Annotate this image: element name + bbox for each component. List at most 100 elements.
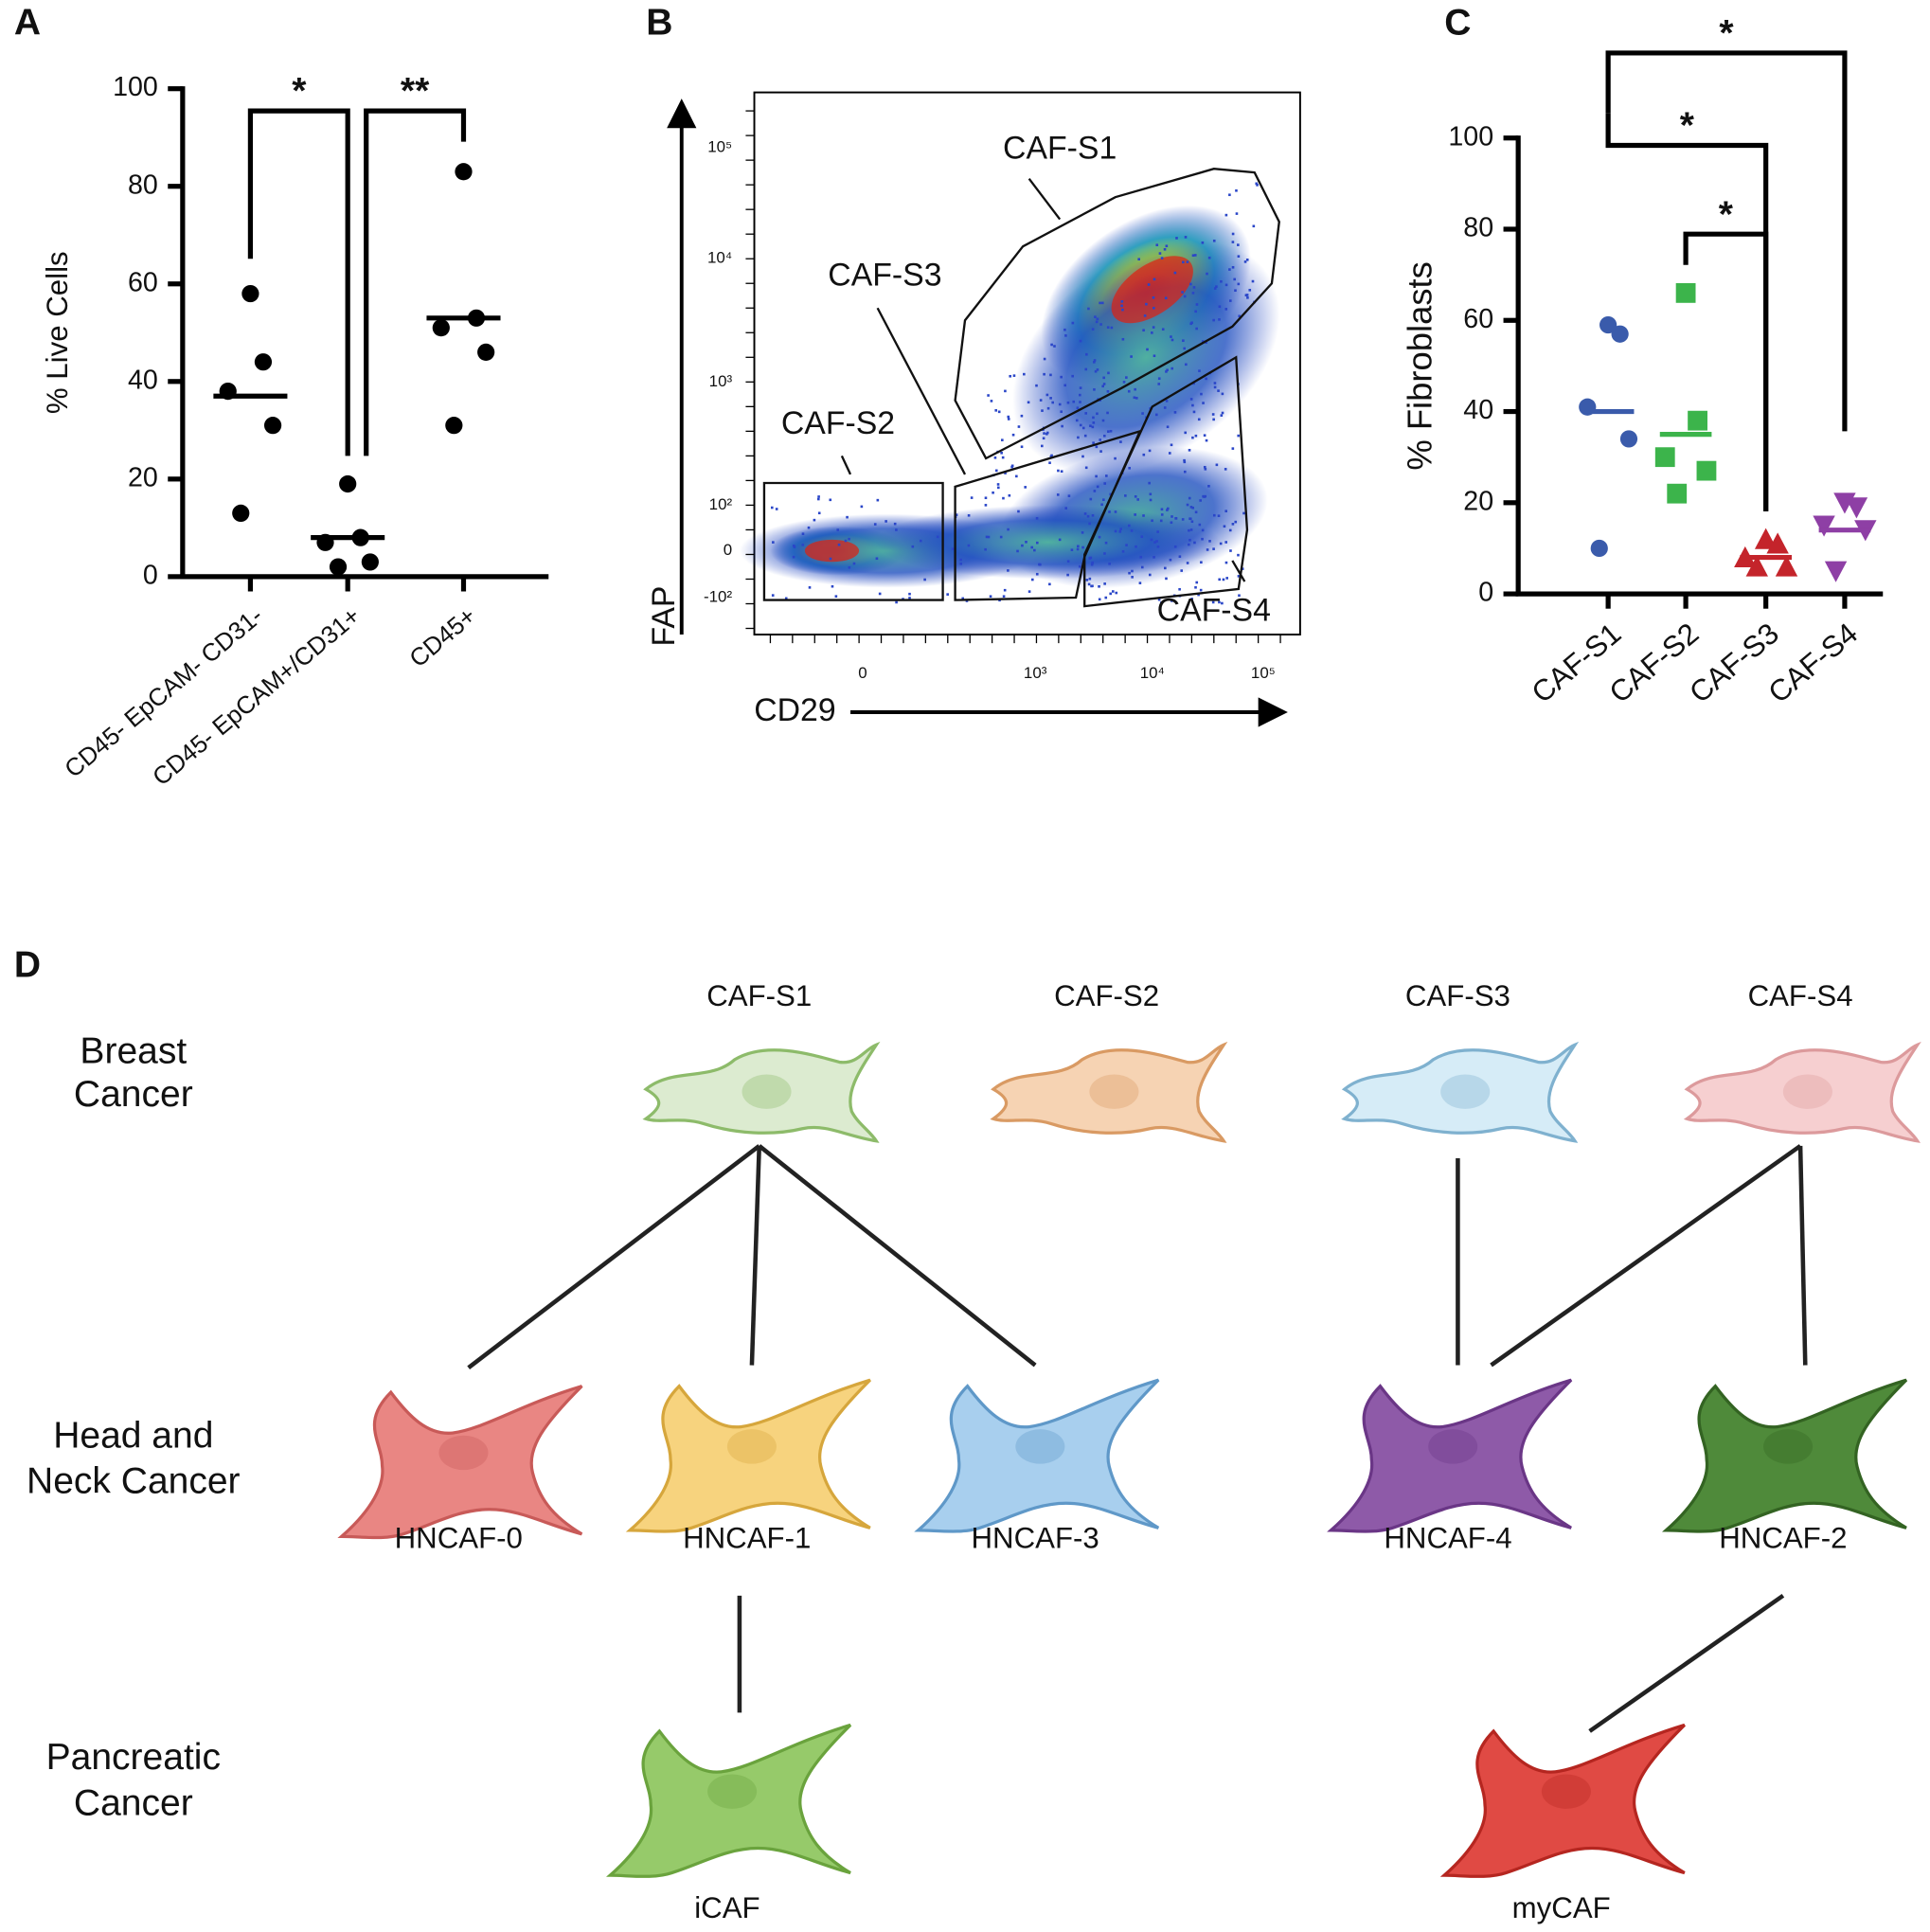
density-dot bbox=[1202, 402, 1205, 404]
density-dot bbox=[775, 508, 778, 510]
density-dot bbox=[1091, 562, 1094, 564]
density-dot bbox=[801, 532, 805, 535]
density-dot bbox=[1160, 508, 1164, 511]
density-dot bbox=[1084, 367, 1088, 371]
density-dot bbox=[1120, 304, 1123, 308]
gate bbox=[762, 481, 944, 601]
x-axis-label: CD29 bbox=[754, 692, 835, 728]
row-label: Head and bbox=[53, 1416, 213, 1457]
density-dot bbox=[1256, 184, 1259, 187]
density-dot bbox=[984, 496, 988, 500]
density-dot bbox=[1225, 577, 1229, 580]
density-dot bbox=[1101, 301, 1104, 305]
density-dot bbox=[848, 565, 851, 569]
density-dot bbox=[1053, 345, 1056, 348]
density-dot bbox=[1142, 514, 1145, 517]
density-dot bbox=[1228, 193, 1231, 197]
density-dot bbox=[1186, 503, 1189, 507]
density-dot bbox=[1120, 300, 1124, 303]
density-dot bbox=[919, 539, 922, 543]
density-dot bbox=[923, 578, 926, 581]
density-dot bbox=[1111, 590, 1115, 593]
density-dot bbox=[1020, 414, 1024, 418]
density-dot bbox=[1081, 455, 1084, 458]
point bbox=[254, 353, 273, 371]
density-dot bbox=[1093, 359, 1097, 362]
density-dot bbox=[1242, 511, 1245, 515]
row-label: Neck Cancer bbox=[27, 1461, 241, 1502]
density-dot bbox=[1066, 560, 1070, 563]
significance-bracket bbox=[1605, 50, 1848, 432]
density-dot bbox=[1127, 524, 1131, 528]
density-dot bbox=[1045, 393, 1049, 397]
density-dot bbox=[1004, 389, 1007, 393]
point bbox=[1745, 555, 1769, 577]
density-dot bbox=[1193, 254, 1197, 257]
density-dot bbox=[1090, 563, 1094, 566]
density-dot bbox=[908, 597, 911, 599]
point bbox=[1775, 555, 1798, 577]
row-label: Breast bbox=[80, 1031, 187, 1072]
density-dot bbox=[1186, 562, 1189, 564]
density-dot bbox=[1051, 401, 1054, 404]
density-dot bbox=[1078, 564, 1081, 568]
cell bbox=[1341, 1041, 1580, 1143]
y-tick-label: -10² bbox=[704, 587, 732, 605]
density-dot bbox=[1061, 424, 1063, 428]
density-dot bbox=[1231, 241, 1235, 243]
density-dot bbox=[1088, 577, 1092, 581]
density-dot bbox=[1142, 329, 1145, 331]
density-dot bbox=[1042, 437, 1045, 440]
density-dot bbox=[1081, 531, 1084, 534]
density-dot bbox=[1012, 374, 1016, 377]
density-dot bbox=[1118, 530, 1122, 533]
y-tick-label: 10⁵ bbox=[707, 138, 732, 156]
x-tick-label: CD45+ bbox=[403, 601, 481, 673]
density-dot bbox=[984, 547, 987, 551]
density-dot bbox=[1218, 578, 1221, 581]
point bbox=[1611, 325, 1629, 343]
density-dot bbox=[1060, 375, 1063, 379]
density-dot bbox=[1160, 513, 1164, 516]
y-tick-label: 10⁴ bbox=[707, 249, 732, 267]
density-dot bbox=[1105, 474, 1108, 477]
density-dot bbox=[1255, 182, 1259, 186]
gate-pointer bbox=[1231, 560, 1246, 582]
density-dot bbox=[1237, 243, 1240, 246]
density-dot bbox=[951, 547, 955, 550]
density-dot bbox=[1085, 352, 1088, 356]
node-label: HNCAF-1 bbox=[683, 1522, 811, 1555]
density-dot bbox=[1017, 425, 1021, 428]
density-dot bbox=[1170, 335, 1172, 338]
density-dot bbox=[1166, 368, 1169, 372]
density-dot bbox=[1189, 528, 1193, 531]
node-label: CAF-S4 bbox=[1748, 979, 1853, 1012]
density-dot bbox=[1156, 530, 1159, 533]
density-dot bbox=[1091, 425, 1095, 429]
density-dot bbox=[1083, 434, 1087, 438]
density-dot bbox=[967, 514, 971, 517]
cell-nucleus bbox=[1089, 1074, 1139, 1109]
edge bbox=[758, 1144, 1037, 1368]
density-dot bbox=[1200, 561, 1203, 564]
density-dot bbox=[1048, 461, 1051, 465]
point bbox=[1599, 315, 1617, 334]
density-dot bbox=[1208, 540, 1211, 543]
density-dot bbox=[1165, 370, 1168, 373]
density-dot bbox=[807, 526, 811, 529]
density-dot bbox=[1096, 412, 1099, 416]
density-dot bbox=[844, 539, 848, 543]
density-dot bbox=[959, 558, 962, 562]
density-dot bbox=[1221, 601, 1224, 605]
density-dot bbox=[1136, 498, 1139, 501]
density-dot bbox=[1229, 549, 1232, 552]
density-dot bbox=[1098, 584, 1100, 588]
density-dot bbox=[1194, 434, 1198, 438]
density-dot bbox=[1166, 507, 1170, 510]
node-label: HNCAF-3 bbox=[972, 1522, 1099, 1555]
node-label: HNCAF-2 bbox=[1719, 1522, 1847, 1555]
density-dot bbox=[1158, 252, 1162, 255]
cell bbox=[642, 1041, 881, 1143]
density-dot bbox=[1145, 302, 1148, 306]
density-dot bbox=[994, 409, 998, 412]
